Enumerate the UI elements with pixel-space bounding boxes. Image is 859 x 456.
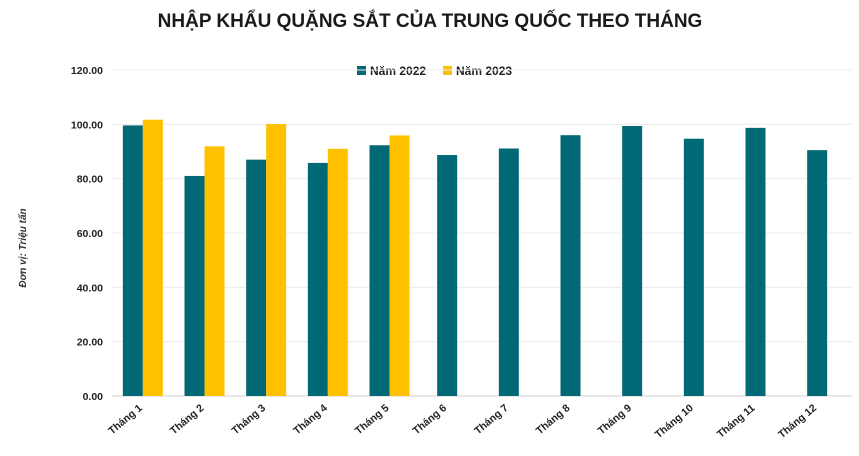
x-tick-label: Tháng 1 <box>106 402 145 437</box>
bar-năm-2022 <box>498 148 519 396</box>
y-tick-label: 20.00 <box>77 337 103 349</box>
y-tick-label: 100.00 <box>71 119 103 131</box>
bar-năm-2022 <box>560 135 581 396</box>
y-tick-label: 40.00 <box>77 282 103 294</box>
bar-năm-2022 <box>184 175 205 396</box>
y-tick-label: 60.00 <box>77 228 103 240</box>
y-axis-label: Đơn vị: Triệu tấn <box>17 208 29 287</box>
bars <box>122 119 828 397</box>
x-tick-label: Tháng 5 <box>353 402 392 437</box>
bar-năm-2023 <box>266 124 287 396</box>
x-tick-label: Tháng 10 <box>653 402 696 441</box>
x-tick-label: Tháng 12 <box>776 402 819 441</box>
legend-label: Năm 2022 <box>370 64 426 78</box>
x-tick-label: Tháng 3 <box>230 402 269 437</box>
bar-năm-2023 <box>327 148 348 396</box>
x-tick-label: Tháng 9 <box>596 402 635 437</box>
chart-title: NHẬP KHẨU QUẶNG SẮT CỦA TRUNG QUỐC THEO … <box>158 10 703 32</box>
x-tick-label: Tháng 8 <box>534 402 573 437</box>
x-tick-label: Tháng 6 <box>411 402 450 437</box>
bar-năm-2022 <box>807 150 828 396</box>
bar-năm-2022 <box>246 159 267 396</box>
bar-năm-2022 <box>622 125 643 397</box>
y-tick-label: 120.00 <box>71 65 103 77</box>
y-axis-ticks: 0.00 20.00 40.00 60.00 80.00 100.00 120.00 <box>71 65 103 403</box>
legend-label: Năm 2023 <box>456 64 512 78</box>
x-tick-label: Tháng 11 <box>715 402 758 441</box>
x-axis-ticks: Tháng 1 Tháng 2 Tháng 3 Tháng 4 Tháng 5 Tháng… <box>106 402 819 441</box>
bar-năm-2022 <box>683 138 704 396</box>
bar-năm-2022 <box>122 125 143 397</box>
y-tick-label: 80.00 <box>77 174 103 186</box>
bar-năm-2023 <box>204 146 225 396</box>
bar-năm-2022 <box>745 127 766 397</box>
bar-năm-2022 <box>369 145 390 396</box>
legend: Năm 2022 Năm 2023 <box>357 64 512 78</box>
x-tick-label: Tháng 2 <box>168 402 207 437</box>
bar-năm-2022 <box>437 155 458 396</box>
x-tick-label: Tháng 7 <box>472 402 511 437</box>
gridlines <box>112 69 852 397</box>
bar-năm-2023 <box>389 135 410 396</box>
y-tick-label: 0.00 <box>83 391 104 403</box>
x-tick-label: Tháng 4 <box>291 402 330 437</box>
bar-năm-2023 <box>142 119 163 396</box>
bar-năm-2022 <box>307 162 328 396</box>
